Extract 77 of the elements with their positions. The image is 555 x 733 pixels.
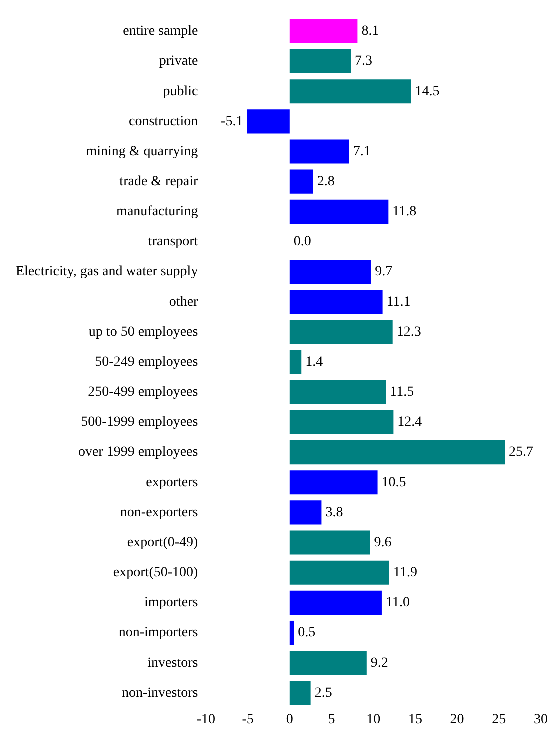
y-tick-label: public bbox=[163, 84, 198, 100]
bar bbox=[290, 200, 389, 224]
bar bbox=[290, 560, 390, 585]
data-label: 3.8 bbox=[326, 505, 344, 520]
data-label: 2.8 bbox=[317, 174, 335, 190]
bar bbox=[290, 500, 322, 525]
data-label: 9.6 bbox=[374, 535, 392, 550]
data-label: 12.3 bbox=[396, 324, 422, 340]
y-tick-label: 250-499 employees bbox=[88, 385, 198, 400]
data-label: 14.5 bbox=[415, 84, 440, 100]
y-tick-label: non-investors bbox=[122, 686, 198, 701]
y-tick-label: export(0-49) bbox=[127, 535, 199, 550]
x-tick-label: 5 bbox=[328, 712, 336, 728]
data-label: 8.1 bbox=[362, 24, 380, 40]
bar bbox=[290, 49, 351, 74]
y-tick-label: Electricity, gas and water supply bbox=[16, 264, 198, 280]
y-tick-label: entire sample bbox=[123, 24, 198, 40]
bar bbox=[290, 620, 294, 646]
y-tick-label: construction bbox=[128, 114, 198, 130]
data-label: 11.0 bbox=[386, 596, 410, 611]
data-label: 7.3 bbox=[355, 54, 372, 70]
data-label: 2.5 bbox=[314, 686, 332, 701]
data-label: 0.0 bbox=[294, 234, 312, 250]
y-tick-label: 500-1999 employees bbox=[81, 415, 198, 430]
bar bbox=[290, 260, 372, 284]
y-tick-label: non-importers bbox=[118, 626, 198, 641]
bar bbox=[247, 110, 290, 134]
bar bbox=[290, 590, 382, 615]
bar bbox=[290, 170, 314, 194]
y-tick-label: importers bbox=[144, 596, 198, 611]
bar bbox=[290, 410, 394, 434]
x-tick-label: -10 bbox=[196, 712, 216, 728]
data-label: 11.8 bbox=[392, 204, 417, 220]
x-tick-label: 25 bbox=[492, 712, 506, 728]
y-tick-label: trade & repair bbox=[120, 174, 199, 190]
x-tick-label: 15 bbox=[408, 712, 422, 728]
data-label: 9.7 bbox=[375, 264, 393, 280]
data-label: -5.1 bbox=[221, 114, 244, 130]
bar bbox=[290, 290, 383, 314]
data-label: 11.9 bbox=[394, 566, 418, 581]
bar bbox=[290, 320, 393, 344]
x-tick-label: 20 bbox=[450, 712, 464, 728]
y-tick-label: up to 50 employees bbox=[88, 324, 198, 340]
bar bbox=[290, 440, 506, 465]
data-label: 11.1 bbox=[386, 294, 411, 310]
y-tick-label: export(50-100) bbox=[113, 566, 199, 581]
data-label: 7.1 bbox=[353, 144, 371, 160]
bar bbox=[290, 350, 302, 374]
y-tick-label: private bbox=[159, 54, 198, 70]
y-tick-label: investors bbox=[148, 656, 198, 671]
bar bbox=[290, 681, 311, 706]
bar bbox=[290, 140, 350, 164]
y-tick-label: mining & quarrying bbox=[86, 144, 198, 160]
bar bbox=[290, 380, 386, 404]
data-label: 1.4 bbox=[306, 354, 324, 370]
y-tick-label: over 1999 employees bbox=[78, 445, 198, 460]
data-label: 12.4 bbox=[398, 415, 422, 430]
data-label: 9.2 bbox=[370, 656, 388, 671]
y-tick-label: transport bbox=[148, 234, 198, 250]
x-tick-label: -5 bbox=[242, 712, 254, 728]
x-tick-label: 0 bbox=[286, 712, 294, 728]
bar bbox=[290, 19, 358, 44]
y-tick-label: non-exporters bbox=[120, 505, 198, 520]
x-tick-label: 30 bbox=[534, 712, 548, 728]
bar bbox=[290, 80, 412, 104]
y-tick-label: exporters bbox=[146, 475, 198, 490]
y-tick-label: manufacturing bbox=[116, 204, 198, 220]
y-tick-label: other bbox=[169, 294, 199, 310]
bar bbox=[290, 470, 378, 495]
data-label: 10.5 bbox=[382, 475, 406, 490]
x-tick-label: 10 bbox=[366, 712, 381, 728]
y-tick-label: 50-249 employees bbox=[95, 354, 198, 370]
data-label: 11.5 bbox=[390, 385, 414, 400]
bar bbox=[290, 651, 367, 676]
bar bbox=[290, 530, 370, 555]
data-label: 25.7 bbox=[509, 445, 534, 460]
data-label: 0.5 bbox=[298, 626, 316, 641]
